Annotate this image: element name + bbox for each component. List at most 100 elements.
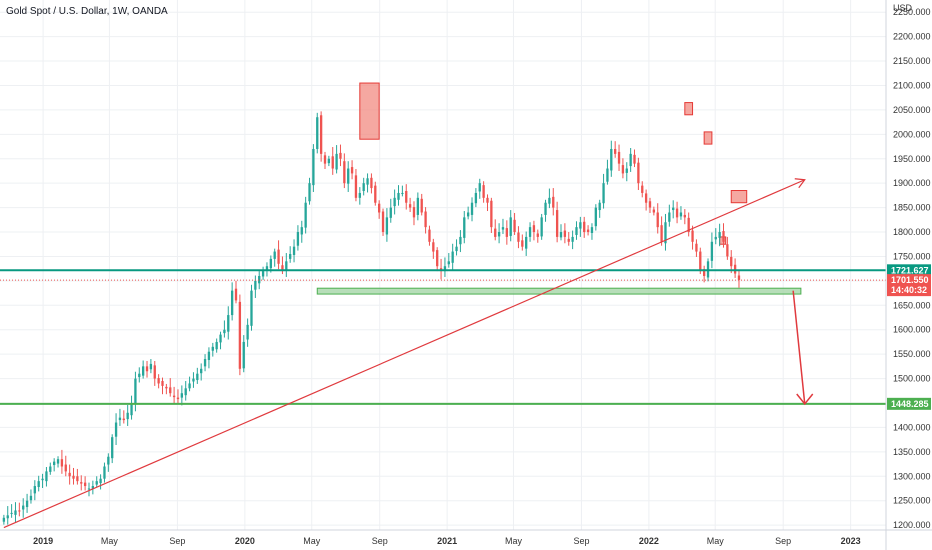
- candle-body: [544, 202, 547, 215]
- y-tick-label: 2250.000: [893, 7, 931, 17]
- candle-body: [350, 167, 354, 174]
- candle-body: [64, 464, 67, 472]
- candle-body: [606, 168, 609, 182]
- candle-body: [316, 117, 319, 149]
- candle-body: [482, 185, 485, 198]
- candle-body: [95, 481, 98, 485]
- resistance-box: [359, 82, 380, 140]
- candle-body: [118, 417, 122, 421]
- y-tick-label: 1800.000: [893, 227, 931, 237]
- price-axis[interactable]: 1200.000 1250.000 1300.000 1350.000 1400.000…: [885, 0, 931, 550]
- current-price-tag: [887, 274, 931, 297]
- x-tick-label: 2020: [235, 536, 255, 546]
- x-tick-label: Sep: [372, 536, 388, 546]
- candle-body: [33, 486, 36, 494]
- y-tick-label: 2100.000: [893, 80, 931, 90]
- y-tick-label: 2200.000: [893, 32, 931, 42]
- candle-body: [408, 204, 412, 208]
- resistance-box: [684, 102, 694, 116]
- candle-body: [347, 168, 350, 184]
- candle-body: [261, 271, 265, 277]
- candle-body: [60, 459, 64, 467]
- candle-body: [29, 495, 33, 501]
- candle-body: [41, 478, 44, 481]
- green-price-tag: [887, 397, 931, 410]
- candle-body: [374, 185, 377, 203]
- candle-body: [83, 482, 87, 487]
- candle-body: [354, 175, 358, 198]
- candle-body: [265, 266, 269, 270]
- candle-body: [122, 418, 125, 421]
- candle-body: [517, 232, 520, 242]
- x-tick-label: May: [707, 536, 725, 546]
- candle-body: [14, 510, 17, 515]
- candle-body: [141, 366, 145, 376]
- candle-body: [586, 229, 590, 233]
- candle-body: [652, 209, 656, 213]
- y-tick-label: 1550.000: [893, 349, 931, 359]
- y-tick-label: 1900.000: [893, 178, 931, 188]
- candle-body: [575, 227, 578, 235]
- candle-body: [490, 200, 493, 228]
- candle-body: [463, 217, 466, 238]
- candle-body: [683, 214, 686, 218]
- candle-body: [513, 219, 516, 233]
- grid: [0, 0, 886, 530]
- x-tick-label: 2019: [33, 536, 53, 546]
- candle-body: [343, 161, 346, 184]
- candle-body: [733, 264, 737, 274]
- candle-body: [10, 512, 13, 514]
- candle-body: [567, 238, 570, 242]
- candle-body: [428, 229, 431, 242]
- candle-body: [660, 225, 663, 242]
- candle-body: [169, 387, 172, 394]
- candle-body: [548, 197, 551, 204]
- candle-body: [362, 183, 365, 191]
- candle-body: [358, 192, 361, 198]
- candle-body: [323, 155, 327, 164]
- candle-body: [486, 197, 489, 203]
- candle-body: [474, 192, 478, 204]
- candle-body: [161, 381, 164, 386]
- candle-body: [203, 359, 207, 367]
- x-tick-label: 2023: [841, 536, 861, 546]
- candle-body: [625, 168, 628, 173]
- candle-body: [269, 258, 272, 269]
- candle-body: [583, 221, 586, 233]
- candle-body: [114, 422, 118, 437]
- candle-body: [145, 366, 149, 372]
- candle-body: [312, 148, 315, 186]
- y-tick-label: 2150.000: [893, 56, 931, 66]
- candle-body: [153, 365, 156, 379]
- candle-body: [103, 466, 106, 479]
- zones-layer: [316, 82, 802, 295]
- candle-body: [234, 288, 238, 301]
- time-axis[interactable]: 2019 May Sep 2020 May Sep 2021 May Sep 2022 May Sep…: [0, 529, 932, 546]
- candle-body: [563, 230, 567, 237]
- candle-body: [528, 227, 532, 237]
- candle-body: [157, 378, 160, 384]
- countdown-text: 14:40:32: [891, 285, 927, 295]
- candle-body: [536, 233, 539, 237]
- candle-body: [176, 397, 180, 400]
- candle-body: [552, 196, 555, 208]
- candle-body: [149, 363, 153, 370]
- overlays-layer: [0, 178, 886, 529]
- candle-body: [710, 241, 714, 261]
- candle-body: [722, 231, 725, 242]
- trendline-arrowhead: [794, 178, 806, 189]
- currency-label: USD: [893, 3, 913, 13]
- candle-body: [378, 203, 381, 213]
- candles-layer: [2, 111, 741, 525]
- candle-body: [559, 232, 563, 238]
- candle-body: [72, 475, 75, 479]
- candle-body: [304, 202, 307, 228]
- y-tick-label: 2000.000: [893, 129, 931, 139]
- candle-body: [211, 346, 214, 351]
- candle-body: [25, 500, 29, 508]
- green-price-tag-text: 1448.285: [891, 399, 929, 409]
- candle-body: [308, 183, 311, 202]
- candle-body: [416, 197, 420, 215]
